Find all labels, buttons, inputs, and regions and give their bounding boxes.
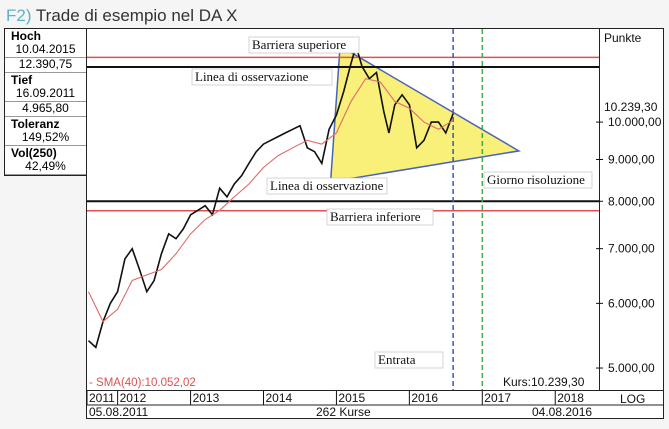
lower-barrier-label-box	[326, 208, 434, 226]
x-tick-label: 2017	[484, 391, 511, 405]
stat-value: 16.09.2011	[5, 87, 86, 102]
stat-value: 4.965,80	[5, 102, 86, 117]
stat-label: Tief	[11, 73, 33, 87]
upper-observation-label: Linea di osservazione	[195, 69, 309, 84]
stat-value: 12.390,75	[5, 58, 86, 73]
stat-label: Vol(250)	[11, 146, 57, 160]
count-label: 262 Kurse	[316, 405, 371, 419]
y-tick-label: 6.000,00	[608, 296, 655, 310]
resolution-day-label: Giorno risoluzione	[487, 172, 585, 187]
x-tick-label: 2015	[338, 391, 365, 405]
upper-barrier-label: Barriera superiore	[252, 37, 346, 52]
y-tick-label: 8.000,00	[608, 194, 655, 208]
stat-value: 10.04.2015	[5, 43, 86, 58]
y-tick-label: 10.000,00	[608, 115, 662, 129]
x-tick-label: 2016	[411, 391, 438, 405]
entry-label: Entrata	[378, 352, 416, 367]
end-date: 04.08.2016	[532, 405, 592, 419]
x-tick-label: 2018	[557, 391, 584, 405]
kurs-label: Kurs:10.239,30	[503, 375, 585, 389]
figure-number: F2)	[6, 6, 32, 25]
scale-label: LOG	[620, 392, 645, 406]
resolution-day-label-box	[483, 171, 593, 189]
y-axis-title: Punkte	[604, 31, 642, 45]
y-tick-label: 9.000,00	[608, 152, 655, 166]
lower-barrier-label: Barriera inferiore	[330, 209, 421, 224]
x-tick-label: 2013	[193, 391, 220, 405]
entry-label-box	[374, 351, 444, 369]
current-price-box	[601, 100, 663, 114]
figure-title: F2) Trade di esempio nel DA X	[6, 6, 238, 26]
upper-barrier-label-box	[248, 36, 360, 54]
current-price-label: 10.239,30	[604, 100, 658, 114]
y-tick-label: 5.000,00	[608, 361, 655, 375]
x-tick-label: 2011	[89, 391, 115, 405]
y-axis-panel	[600, 28, 664, 391]
price-series-line	[87, 43, 454, 349]
sma-series-line	[88, 78, 454, 323]
upper-observation-label-box	[191, 68, 333, 86]
sma-label: - SMA(40):10.052,02	[89, 377, 196, 389]
stat-label: Hoch	[11, 29, 41, 43]
stats-panel: Hoch 10.04.2015 12.390,75 Tief 16.09.2011 4.9…	[4, 28, 86, 176]
start-date: 05.08.2011	[89, 405, 148, 419]
stat-value: 42,49%	[5, 160, 86, 175]
figure-title-text: Trade di esempio nel DA X	[35, 6, 238, 25]
stat-label: Toleranz	[11, 117, 60, 131]
stat-value: 149,52%	[5, 131, 86, 146]
lower-observation-label-box	[266, 177, 388, 195]
x-tick-label: 2012	[120, 391, 147, 405]
lower-observation-label: Linea di osservazione	[270, 178, 384, 193]
x-tick-label: 2014	[266, 391, 293, 405]
y-tick-label: 7.000,00	[608, 242, 655, 256]
